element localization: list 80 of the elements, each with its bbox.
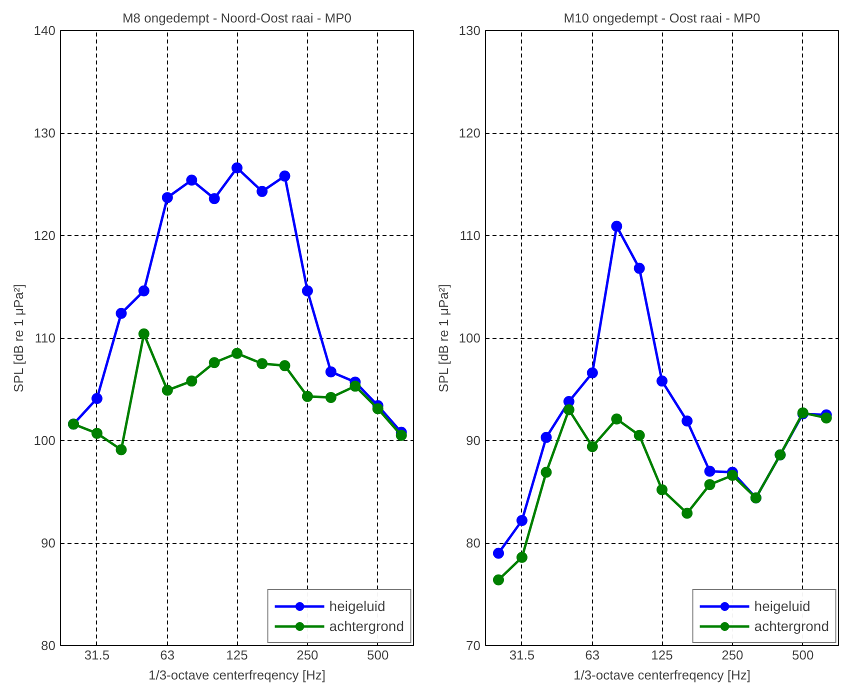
y-tick-label: 120 bbox=[34, 228, 56, 243]
point bbox=[279, 360, 290, 372]
point bbox=[256, 186, 268, 197]
chart-title: M8 ongedempt - Noord-Oost raai - MP0 bbox=[122, 10, 352, 26]
point bbox=[372, 403, 384, 414]
y-tick-label: 130 bbox=[458, 23, 481, 38]
point bbox=[186, 376, 198, 387]
x-tick-label: 31.5 bbox=[84, 648, 110, 662]
y-tick-label: 130 bbox=[34, 126, 56, 140]
point bbox=[682, 416, 693, 427]
x-tick-label: 500 bbox=[367, 648, 389, 662]
point bbox=[540, 432, 552, 443]
point bbox=[138, 328, 150, 340]
point bbox=[138, 285, 150, 296]
point bbox=[516, 514, 528, 526]
x-tick-label: 500 bbox=[792, 648, 814, 662]
chart-title: M10 ongedempt - Oost raai - MP0 bbox=[564, 10, 760, 26]
y-tick-label: 100 bbox=[34, 433, 56, 448]
y-tick-label: 140 bbox=[34, 23, 56, 38]
point bbox=[350, 380, 361, 392]
x-axis-title: 1/3-octave centerfreqency [Hz] bbox=[148, 668, 326, 682]
point bbox=[396, 430, 407, 441]
x-tick-label: 63 bbox=[160, 648, 175, 662]
point bbox=[492, 574, 504, 586]
point bbox=[656, 484, 668, 496]
point bbox=[232, 162, 243, 174]
y-tick-label: 80 bbox=[41, 638, 56, 653]
point bbox=[611, 413, 622, 424]
point bbox=[162, 384, 173, 396]
point bbox=[492, 548, 504, 559]
legend-label: heigeluid bbox=[329, 598, 386, 614]
point bbox=[116, 308, 127, 319]
point bbox=[726, 470, 738, 481]
y-tick-label: 120 bbox=[458, 126, 481, 140]
y-tick-label: 110 bbox=[34, 330, 56, 346]
y-tick-label: 70 bbox=[466, 638, 481, 653]
y-tick-label: 90 bbox=[41, 536, 56, 550]
point bbox=[325, 366, 336, 378]
point bbox=[586, 367, 598, 378]
point bbox=[91, 428, 102, 439]
point bbox=[302, 390, 313, 402]
point bbox=[279, 170, 290, 182]
point bbox=[302, 285, 313, 296]
point bbox=[634, 262, 645, 274]
y-tick-label: 90 bbox=[466, 433, 481, 448]
y-tick-label: 100 bbox=[458, 330, 481, 346]
point bbox=[540, 466, 552, 478]
point bbox=[91, 392, 102, 404]
y-axis-title: SPL [dB re 1 μPa²] bbox=[436, 284, 451, 392]
x-tick-label: 63 bbox=[585, 648, 600, 662]
x-tick-label: 250 bbox=[722, 648, 744, 662]
y-axis-title: SPL [dB re 1 μPa²] bbox=[10, 284, 26, 392]
point bbox=[186, 174, 198, 186]
point bbox=[656, 376, 668, 387]
point bbox=[682, 508, 693, 519]
x-axis-title: 1/3-octave centerfreqency [Hz] bbox=[573, 668, 751, 682]
point bbox=[704, 479, 716, 490]
point bbox=[208, 193, 220, 204]
x-tick-label: 125 bbox=[651, 648, 673, 662]
legend-label: achtergrond bbox=[329, 618, 404, 634]
legend-label: heigeluid bbox=[754, 598, 810, 614]
legend-label: achtergrond bbox=[754, 618, 829, 634]
point bbox=[325, 392, 336, 403]
point bbox=[256, 358, 268, 370]
point bbox=[704, 466, 716, 477]
point bbox=[586, 441, 598, 452]
point bbox=[634, 430, 645, 441]
x-tick-label: 31.5 bbox=[509, 648, 535, 662]
y-tick-label: 80 bbox=[466, 536, 481, 550]
point bbox=[563, 404, 574, 416]
point bbox=[162, 192, 173, 204]
point bbox=[820, 412, 832, 424]
x-tick-label: 250 bbox=[296, 648, 318, 662]
point bbox=[232, 348, 243, 359]
point bbox=[116, 444, 127, 456]
x-tick-label: 125 bbox=[226, 648, 248, 662]
point bbox=[208, 357, 220, 368]
point bbox=[516, 552, 528, 563]
point bbox=[611, 220, 622, 232]
y-tick-label: 110 bbox=[460, 228, 481, 243]
